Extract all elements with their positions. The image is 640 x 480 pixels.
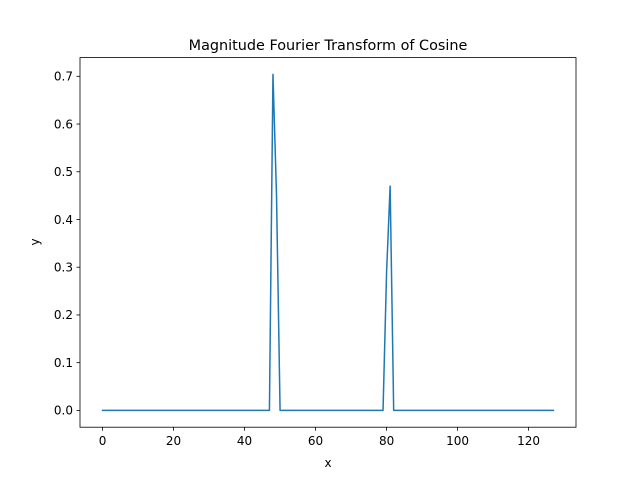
y-tick-label: 0.3 <box>54 261 73 275</box>
y-tick-label: 0.2 <box>54 308 73 322</box>
x-axis-label: x <box>324 456 331 470</box>
x-tick-label: 80 <box>379 434 394 448</box>
y-tick-label: 0.5 <box>54 165 73 179</box>
chart-title: Magnitude Fourier Transform of Cosine <box>189 38 468 54</box>
y-tick-label: 0.4 <box>54 213 73 227</box>
y-axis-label: y <box>28 238 42 245</box>
x-tick-label: 120 <box>517 434 540 448</box>
x-tick-label: 0 <box>99 434 107 448</box>
x-tick-label: 40 <box>237 434 252 448</box>
plot-frame <box>79 57 577 428</box>
x-tick-label: 20 <box>166 434 181 448</box>
x-tick-label: 100 <box>446 434 469 448</box>
y-tick-label: 0.0 <box>54 404 73 418</box>
y-tick-label: 0.1 <box>54 356 73 370</box>
tick-marks: 0 20 40 60 80 100 120 0.0 0.1 0.2 0.3 0.4 0.5 0.6 0.7 <box>54 70 540 449</box>
x-tick-label: 60 <box>308 434 323 448</box>
series-line <box>101 73 555 412</box>
y-tick-label: 0.6 <box>54 117 73 131</box>
y-tick-label: 0.7 <box>54 70 73 84</box>
